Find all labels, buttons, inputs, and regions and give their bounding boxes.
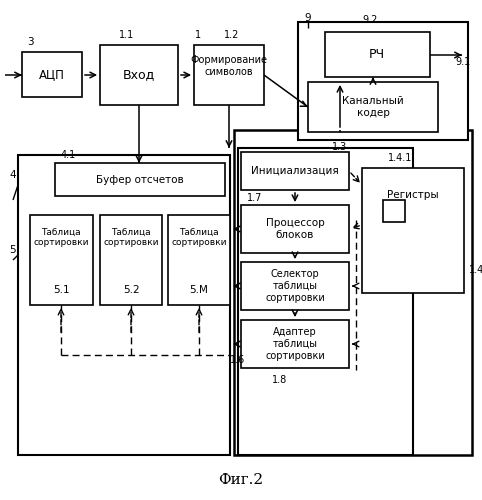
Text: Процессор
блоков: Процессор блоков (266, 218, 324, 240)
Text: Таблица
сортировки: Таблица сортировки (103, 228, 159, 246)
Text: 4: 4 (10, 170, 16, 180)
Text: 1.1: 1.1 (120, 30, 134, 40)
Bar (298, 22, 468, 140)
Text: 1.3: 1.3 (333, 142, 348, 152)
Text: 3: 3 (27, 37, 33, 47)
Bar (55, 163, 225, 196)
Bar (362, 168, 464, 293)
Text: Фиг.2: Фиг.2 (218, 473, 264, 487)
Bar (100, 215, 162, 305)
Text: 1.2: 1.2 (224, 30, 240, 40)
Text: Инициализация: Инициализация (251, 166, 339, 176)
Text: Таблица
сортировки: Таблица сортировки (171, 228, 227, 246)
Text: 1.4: 1.4 (469, 265, 482, 275)
Bar (100, 45, 178, 105)
Text: 9.1: 9.1 (455, 57, 470, 67)
Text: 1.4.1: 1.4.1 (388, 153, 412, 163)
Bar (241, 205, 349, 253)
Text: 9: 9 (305, 13, 311, 23)
Text: РЧ: РЧ (369, 48, 385, 62)
Text: Вход: Вход (123, 68, 155, 82)
Text: Регистры: Регистры (387, 190, 439, 200)
Bar (238, 148, 413, 455)
Bar (168, 215, 230, 305)
Text: 5.1: 5.1 (53, 285, 69, 295)
Bar (241, 320, 349, 368)
Bar (234, 130, 472, 455)
Bar (18, 155, 230, 455)
Text: Буфер отсчетов: Буфер отсчетов (96, 175, 184, 185)
Bar (30, 215, 93, 305)
Text: 1.8: 1.8 (272, 375, 288, 385)
Text: 1.7: 1.7 (247, 193, 263, 203)
Bar (22, 52, 82, 97)
Text: 9.2: 9.2 (362, 15, 378, 25)
Text: АЦП: АЦП (39, 68, 65, 82)
Bar (241, 152, 349, 190)
Text: Формирование
символов: Формирование символов (190, 55, 268, 77)
Bar (241, 262, 349, 310)
Text: 5.М: 5.М (189, 285, 208, 295)
Text: Селектор
таблицы
сортировки: Селектор таблицы сортировки (265, 270, 325, 302)
Text: 4.1: 4.1 (60, 150, 76, 160)
Text: Таблица
сортировки: Таблица сортировки (33, 228, 89, 246)
Text: Канальный
кодер: Канальный кодер (342, 96, 404, 118)
Bar (308, 82, 438, 132)
Bar (325, 32, 430, 77)
Bar (383, 200, 405, 222)
Text: 5: 5 (10, 245, 16, 255)
Text: Адаптер
таблицы
сортировки: Адаптер таблицы сортировки (265, 328, 325, 360)
Text: 1: 1 (195, 30, 201, 40)
Text: 5.2: 5.2 (123, 285, 139, 295)
Bar (194, 45, 264, 105)
Text: 1.6: 1.6 (230, 355, 246, 365)
